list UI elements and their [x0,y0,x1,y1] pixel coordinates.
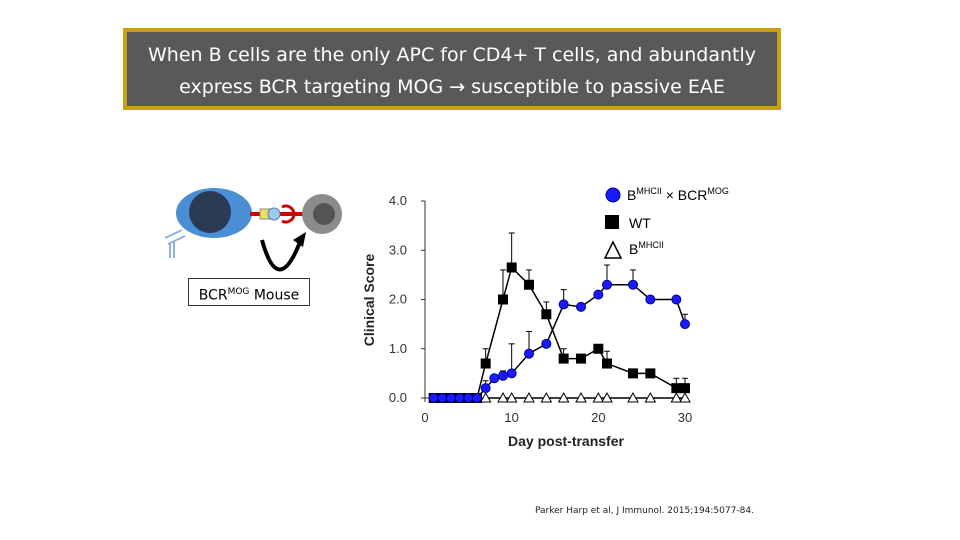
data-point-triangle [601,391,613,403]
data-point-square [671,383,682,394]
data-point-square [593,343,604,354]
legend-label-2: WT [629,215,651,231]
data-point-triangle [627,391,639,403]
series-square [428,232,690,403]
data-point-circle [463,393,474,403]
data-point-triangle [523,391,535,403]
y-tick-label: 4.0 [389,193,407,208]
receptor-complex-icon [250,204,310,224]
citation: Parker Harp et al, J Immunol. 2015;194:5… [535,506,754,516]
data-point-circle [454,393,465,403]
data-point-circle [498,370,508,381]
title-line-2: express BCR targeting MOG → susceptible … [179,76,725,98]
x-tick-label: 10 [504,410,518,425]
data-point-circle [541,338,552,349]
data-point-square [524,279,534,290]
data-point-square [645,368,656,379]
data-point-triangle [679,391,691,403]
data-point-triangle [557,391,570,403]
data-point-square [680,383,690,394]
data-point-circle [428,393,439,403]
data-point-square [628,368,638,379]
mouse-label-main: BCR [198,287,228,304]
t-cell-icon [302,194,342,234]
legend-label-3: BMHCII [629,240,664,257]
bcr-antibody-icon [164,229,186,258]
data-point-square [576,353,586,364]
data-point-square [558,353,569,364]
data-point-square [602,358,612,369]
y-tick-label: 1.0 [389,341,407,356]
x-tick-label: 30 [678,410,692,425]
mouse-label: BCRMOG Mouse [188,278,310,306]
y-tick-label: 2.0 [389,292,407,307]
data-point-circle [671,294,682,305]
data-point-triangle [670,391,683,403]
data-point-triangle [644,391,657,403]
x-tick-label: 20 [591,410,605,425]
x-axis-title: Day post-transfer [508,433,624,449]
data-point-square [506,262,517,273]
data-point-circle [489,373,500,384]
data-point-circle [645,294,656,305]
mouse-label-sup: MOG [227,287,250,297]
data-point-square [541,309,552,320]
legend-marker-triangle [603,240,623,259]
data-point-circle [593,289,604,300]
x-tick-label: 0 [421,410,428,425]
data-point-triangle [505,391,518,403]
legend-marker-square [605,215,619,229]
data-point-circle [628,279,638,290]
data-point-circle [480,383,491,394]
data-point-circle [680,319,690,330]
b-cell-icon [176,188,252,238]
chart-legend: BMHCII × BCRMOG WT BMHCII [603,186,729,259]
b-cell-cartoon [164,188,342,272]
series-layer [428,232,691,403]
data-point-circle [446,393,456,403]
series-line [433,266,685,399]
data-point-square [498,294,508,305]
data-point-circle [524,348,534,359]
data-point-triangle [479,391,492,403]
x-ticks: 0 10 20 30 [421,398,692,425]
data-point-circle [506,368,517,379]
data-point-circle [437,393,448,403]
title-banner: When B cells are the only APC for CD4+ T… [123,28,781,110]
mouse-label-suffix: Mouse [249,287,300,304]
data-point-triangle [497,391,509,403]
data-point-circle [576,301,586,312]
data-point-triangle [575,391,587,403]
y-tick-label: 0.0 [389,390,407,405]
curved-arrow-icon [260,239,302,272]
y-axis-title: Clinical Score [361,253,377,346]
data-point-circle [472,393,482,403]
title-line-1: When B cells are the only APC for CD4+ T… [148,44,756,66]
data-point-square [480,358,491,369]
data-point-circle [558,299,569,310]
legend-marker-circle [605,187,621,203]
data-point-triangle [540,391,553,403]
y-tick-label: 3.0 [389,242,407,257]
y-ticks: 0.0 1.0 2.0 3.0 4.0 [389,193,425,405]
data-point-triangle [592,391,605,403]
legend-label-1: BMHCII × BCRMOG [627,186,729,203]
arrow-head-icon [293,232,306,247]
series-triangle [479,391,691,403]
data-point-circle [602,279,612,290]
series-circle [428,264,690,403]
